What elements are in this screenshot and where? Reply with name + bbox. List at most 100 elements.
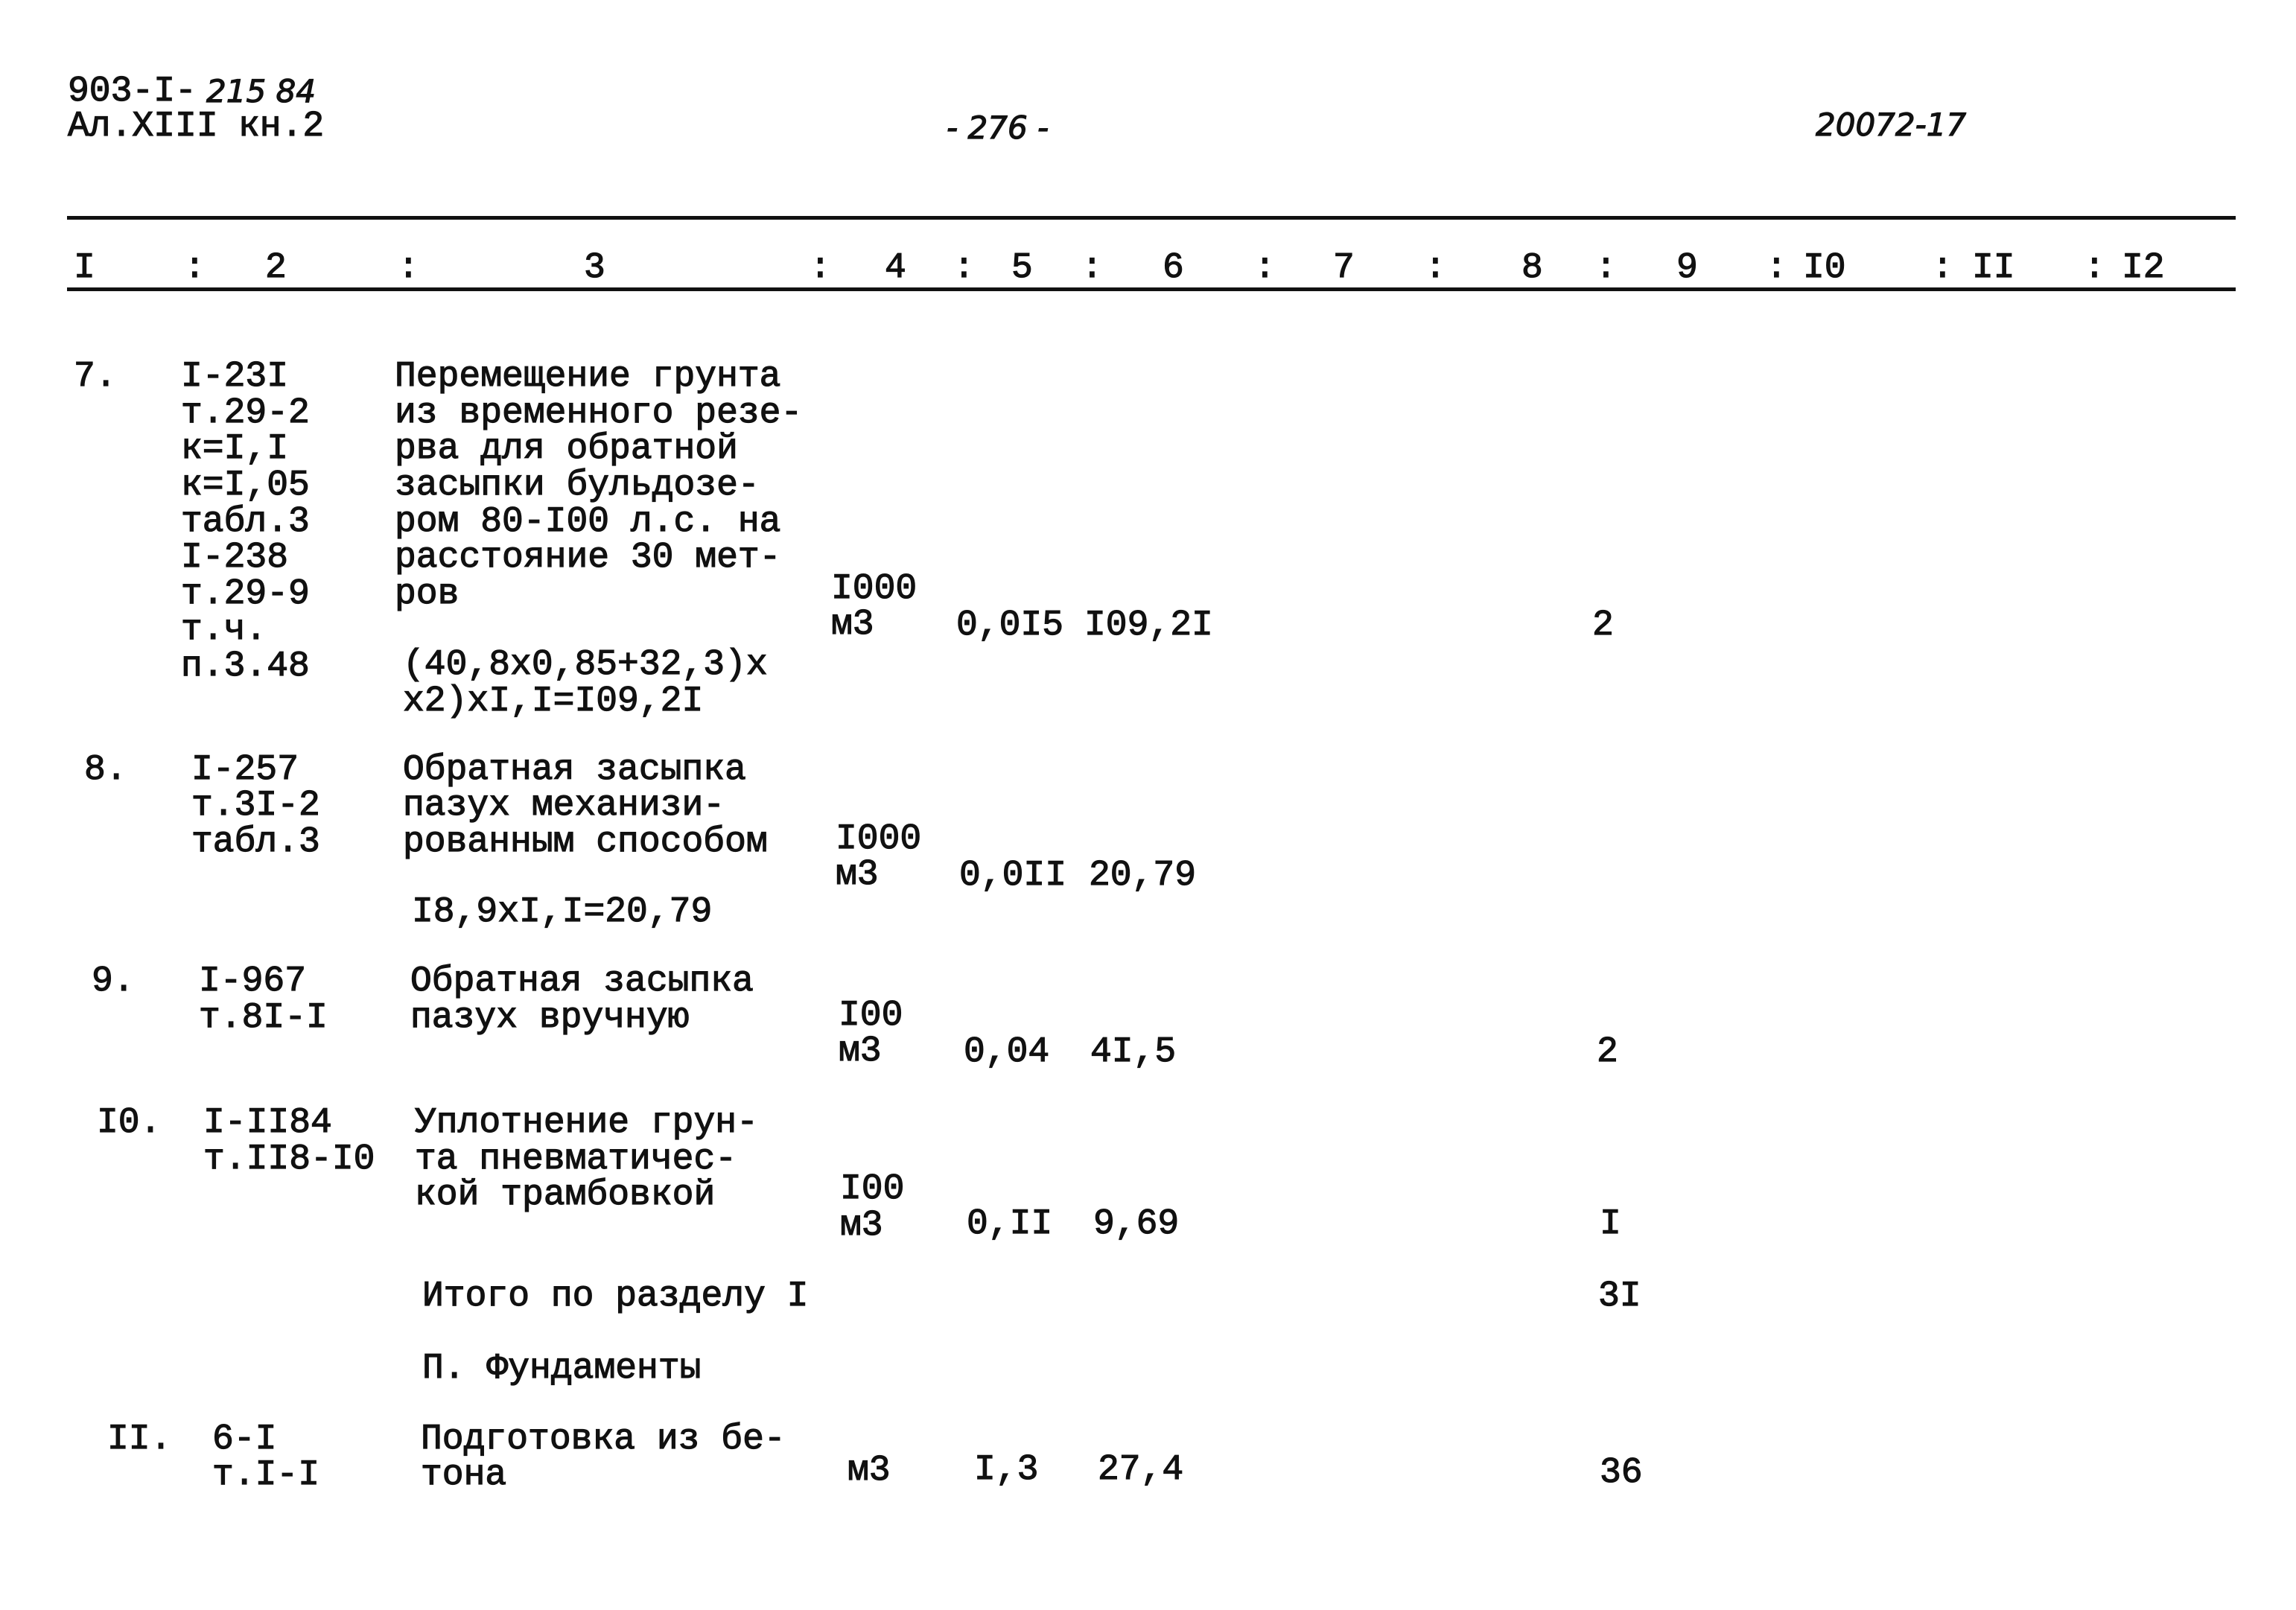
- column-header-11: II: [1971, 248, 2015, 288]
- row-description: рва для обратной: [394, 429, 738, 469]
- row-unit: м3: [839, 1206, 883, 1246]
- row-col5-value: 0,04: [963, 1032, 1050, 1072]
- column-header-10: I0: [1802, 248, 1846, 288]
- row-description: Обратная засыпка: [402, 750, 746, 790]
- row-number: 8.: [83, 750, 127, 790]
- row-unit: м3: [847, 1451, 891, 1491]
- row-code: т.3I-2: [191, 786, 320, 826]
- row-unit: I00: [838, 996, 903, 1036]
- column-separator: :: [1424, 248, 1446, 288]
- row-code: I-257: [191, 750, 299, 790]
- column-separator: :: [1594, 248, 1617, 288]
- row-description: Перемещение грунта: [394, 357, 781, 397]
- column-separator: :: [1253, 248, 1276, 288]
- row-code: табл.3: [191, 822, 320, 862]
- column-header-5: 5: [1011, 248, 1033, 288]
- row-col5-value: 0,0I5: [955, 605, 1064, 646]
- album-label: Ал.XIII: [67, 106, 218, 147]
- column-header-8: 8: [1521, 248, 1543, 288]
- row-code: к=I,05: [180, 465, 310, 506]
- row-col5-value: I,3: [973, 1450, 1039, 1490]
- row-description: Уплотнение грун-: [414, 1103, 758, 1143]
- column-separator: :: [397, 248, 419, 288]
- row-col6-value: 4I,5: [1090, 1032, 1177, 1072]
- row-code: к=I,I: [180, 429, 289, 469]
- row-unit: м3: [830, 605, 874, 645]
- column-separator: :: [2083, 248, 2105, 288]
- doc-code: 903-I-: [67, 71, 197, 112]
- row-code: т.8I-I: [198, 998, 328, 1038]
- row-code: т.I-I: [212, 1455, 320, 1495]
- book-label: кн.2: [238, 106, 325, 147]
- row-code: 6-I: [212, 1419, 277, 1460]
- row-unit: I00: [839, 1169, 905, 1209]
- row-description: пазух механизи-: [402, 786, 725, 826]
- row-formula: x2)xI,I=I09,2I: [402, 681, 704, 722]
- column-header-6: 6: [1162, 248, 1184, 288]
- column-separator: :: [809, 248, 831, 288]
- top-rule: [67, 216, 2236, 220]
- stamp-number: 20072-17: [1815, 106, 1967, 143]
- row-code: п.3.48: [180, 646, 310, 687]
- row-description: тона: [420, 1455, 507, 1495]
- row-col6-value: 20,79: [1088, 856, 1197, 896]
- column-separator: :: [183, 248, 206, 288]
- row-unit: м3: [838, 1031, 882, 1072]
- row-formula: (40,8x0,85+32,3)x: [402, 645, 768, 685]
- row-code: т.29-2: [180, 393, 310, 433]
- row-col6-value: 9,69: [1093, 1204, 1180, 1244]
- row-unit: м3: [835, 855, 879, 895]
- row-code: I-238: [180, 538, 289, 578]
- subtotal-label: Итого по разделу I: [422, 1276, 809, 1317]
- row-description: засыпки бульдозе-: [394, 465, 760, 506]
- column-header-1: I: [73, 248, 95, 288]
- row-col5-value: 0,0II: [958, 856, 1067, 896]
- row-description: из временного резе-: [394, 393, 803, 433]
- row-description: ром 80-I00 л.с. на: [394, 502, 781, 542]
- column-header-3: 3: [583, 248, 605, 288]
- header-bottom-rule: [67, 287, 2236, 291]
- row-description: Подготовка из бе-: [420, 1419, 786, 1460]
- row-description: рованным способом: [402, 822, 768, 862]
- row-description: та пневматичес-: [414, 1139, 737, 1180]
- row-code: табл.3: [180, 502, 310, 542]
- row-description: расстояние 30 мет-: [394, 538, 781, 578]
- page-number: - 276 -: [946, 109, 1049, 146]
- row-code: I-23I: [180, 357, 289, 397]
- row-number: 9.: [91, 961, 135, 1002]
- row-col9-value: 2: [1591, 605, 1614, 646]
- column-header-7: 7: [1332, 248, 1355, 288]
- column-header-9: 9: [1676, 248, 1698, 288]
- column-separator: :: [1081, 248, 1103, 288]
- row-col6-value: 27,4: [1097, 1450, 1184, 1490]
- row-description: ров: [394, 574, 459, 614]
- row-number: II.: [106, 1419, 172, 1460]
- row-code: I-967: [198, 961, 307, 1002]
- row-unit: I000: [835, 819, 922, 859]
- column-separator: :: [1765, 248, 1787, 288]
- row-unit: I000: [830, 569, 918, 609]
- row-formula: I8,9xI,I=20,79: [411, 892, 713, 932]
- row-code: I-II84: [203, 1103, 332, 1143]
- row-number: 7.: [73, 357, 117, 397]
- row-code: т.ч.: [180, 610, 267, 650]
- column-header-12: I2: [2121, 248, 2165, 288]
- column-separator: :: [1931, 248, 1953, 288]
- row-col9-value: I: [1599, 1204, 1621, 1244]
- row-description: пазух вручную: [410, 998, 690, 1038]
- subtotal-value: 3I: [1597, 1276, 1641, 1317]
- doc-code-handwritten: 215 84: [206, 73, 316, 109]
- row-description: кой трамбовкой: [414, 1175, 716, 1215]
- column-separator: :: [953, 248, 975, 288]
- section-heading: П. Фундаменты: [422, 1349, 702, 1389]
- column-header-4: 4: [884, 248, 906, 288]
- row-code: т.29-9: [180, 574, 310, 614]
- row-col6-value: I09,2I: [1084, 605, 1213, 646]
- row-code: т.II8-I0: [203, 1139, 375, 1180]
- row-col9-value: 36: [1599, 1453, 1643, 1493]
- row-description: Обратная засыпка: [410, 961, 754, 1002]
- row-number: I0.: [96, 1103, 162, 1143]
- row-col5-value: 0,II: [966, 1204, 1053, 1244]
- row-col9-value: 2: [1596, 1032, 1618, 1072]
- column-header-2: 2: [264, 248, 287, 288]
